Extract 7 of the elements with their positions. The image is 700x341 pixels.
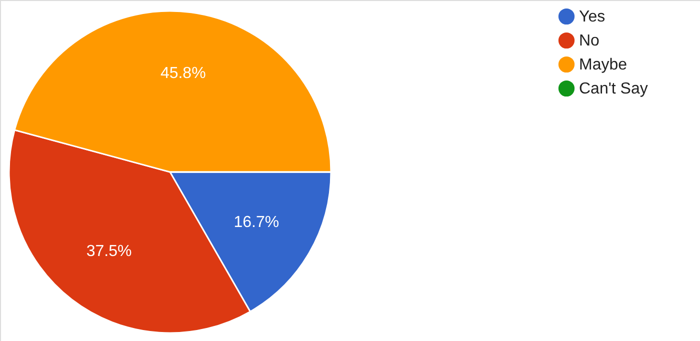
- legend-label: Yes: [579, 8, 606, 26]
- legend-label: No: [579, 32, 600, 50]
- data-label: 16.7%: [234, 214, 280, 231]
- data-label: 37.5%: [86, 243, 132, 260]
- legend-label: Maybe: [579, 56, 628, 74]
- data-label: 45.8%: [160, 65, 206, 82]
- legend-label: Can't Say: [579, 80, 648, 98]
